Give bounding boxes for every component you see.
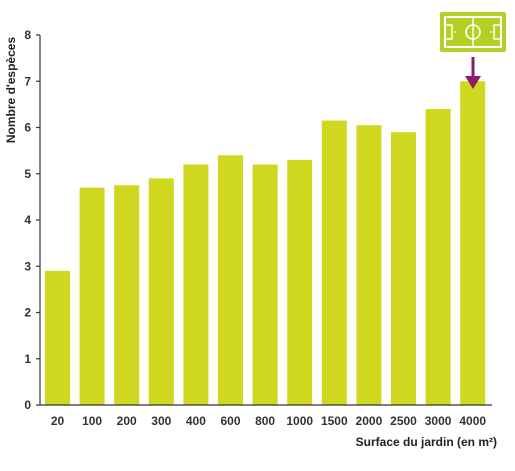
bar-3000 — [425, 109, 451, 405]
football-field-icon — [440, 12, 506, 52]
bar-1000 — [287, 159, 313, 405]
x-tick-label-2000: 2000 — [356, 414, 383, 428]
x-tick-label-600: 600 — [220, 414, 240, 428]
x-tick-label-2500: 2500 — [390, 414, 417, 428]
x-tick-label-20: 20 — [51, 414, 65, 428]
x-tick-label-200: 200 — [117, 414, 137, 428]
y-tick-label-2: 2 — [24, 306, 31, 320]
y-tick-label-1: 1 — [24, 352, 31, 366]
bar-2500 — [391, 132, 416, 405]
y-tick-label-3: 3 — [24, 259, 31, 273]
bar-1500 — [321, 120, 347, 405]
y-tick-label-5: 5 — [24, 167, 31, 181]
y-axis: 0 1 2 3 4 5 6 7 8 — [24, 28, 41, 412]
y-tick-label-6: 6 — [24, 121, 31, 135]
x-tick-label-1500: 1500 — [321, 414, 348, 428]
y-tick-label-0: 0 — [24, 398, 31, 412]
bar-2000 — [356, 125, 382, 405]
bar-100 — [79, 187, 105, 405]
bar-300 — [148, 178, 174, 405]
y-axis-title: Nombre d'espèces — [4, 37, 18, 144]
y-tick-label-7: 7 — [24, 74, 31, 88]
bar-20 — [45, 270, 70, 405]
bar-200 — [114, 185, 140, 405]
x-tick-label-400: 400 — [186, 414, 206, 428]
bar-600 — [218, 155, 243, 405]
x-tick-label-100: 100 — [82, 414, 102, 428]
x-tick-label-3000: 3000 — [425, 414, 452, 428]
x-axis: 20 100 200 300 400 600 800 1000 1500 2000 2500 3000… — [40, 404, 492, 428]
bar-4000 — [460, 81, 486, 405]
bar-400 — [183, 164, 209, 405]
bar-800 — [252, 164, 278, 405]
y-tick-label-8: 8 — [24, 28, 31, 42]
x-tick-label-1000: 1000 — [286, 414, 313, 428]
x-tick-label-4000: 4000 — [459, 414, 486, 428]
x-axis-title: Surface du jardin (en m²) — [356, 435, 497, 449]
bars-group — [45, 81, 486, 405]
x-tick-label-800: 800 — [255, 414, 275, 428]
y-tick-label-4: 4 — [24, 213, 31, 227]
arrow-down-icon — [465, 57, 481, 89]
x-tick-label-300: 300 — [151, 414, 171, 428]
